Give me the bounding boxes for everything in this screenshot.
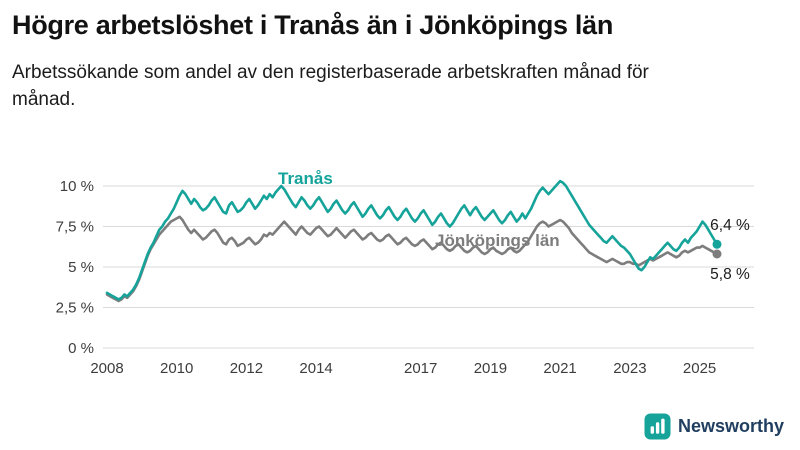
chart-canvas: 0 % 2,5 % 5 % 7,5 % 10 % 2008 2010 2012 2014 2017… (56, 169, 754, 377)
line-chart: 0 % 2,5 % 5 % 7,5 % 10 % 2008 2010 2012 2014 2017… (12, 138, 788, 391)
x-tick-label: 2023 (613, 360, 646, 377)
jonkoping-endpoint (712, 249, 722, 259)
x-tick-label: 2012 (230, 360, 263, 377)
y-tick-label: 2,5 % (56, 299, 94, 316)
jonkoping-line (105, 215, 719, 303)
newsworthy-logo-text: Newsworthy (677, 416, 784, 436)
x-tick-label: 2008 (90, 360, 123, 377)
x-tick-label: 2010 (160, 360, 193, 377)
x-tick-label: 2025 (683, 360, 716, 377)
x-tick-label: 2021 (543, 360, 576, 377)
infographic: Högre arbetslöshet i Tranås än i Jönköpi… (12, 10, 788, 440)
jonkoping-series-label: Jönköpings län (435, 231, 560, 250)
newsworthy-logo-icon (644, 413, 671, 440)
newsworthy-branding: Newsworthy (644, 413, 784, 440)
x-tick-label: 2014 (299, 360, 332, 377)
chart-title: Högre arbetslöshet i Tranås än i Jönköpi… (12, 10, 614, 40)
tranas-series-label: Tranås (278, 169, 333, 188)
tranas-endpoint (712, 239, 722, 249)
y-tick-label: 0 % (68, 340, 94, 357)
x-tick-label: 2019 (474, 360, 507, 377)
y-tick-label: 5 % (68, 259, 94, 276)
y-tick-label: 7,5 % (56, 218, 94, 235)
tranas-end-value: 6,4 % (710, 217, 750, 234)
chart-subtitle: Arbetssökande som andel av den registerb… (12, 62, 649, 111)
y-tick-label: 10 % (60, 178, 94, 195)
tranas-line (105, 179, 719, 301)
jonkoping-end-value: 5,8 % (710, 266, 750, 283)
x-tick-label: 2017 (404, 360, 437, 377)
